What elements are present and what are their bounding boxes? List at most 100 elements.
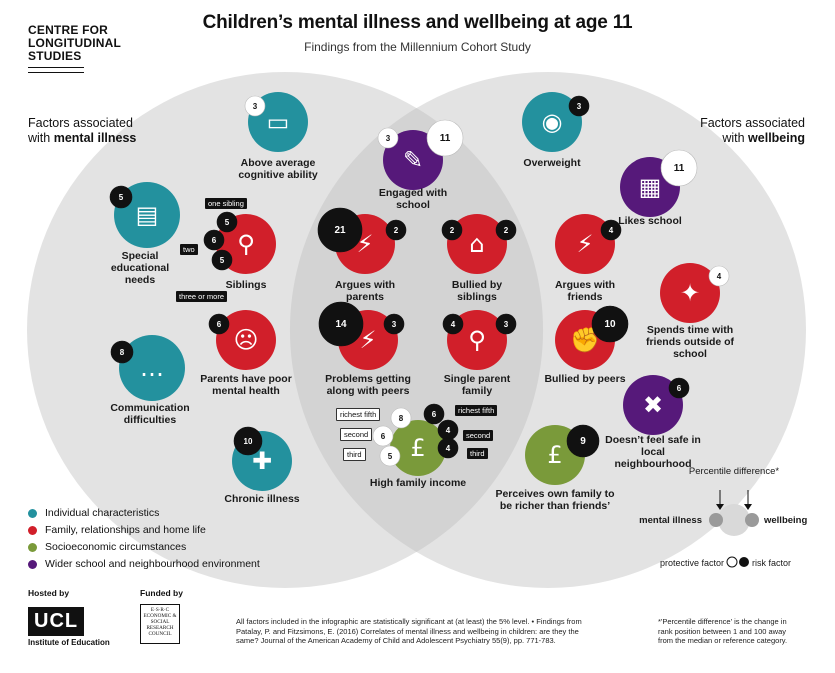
badge-value: 4: [446, 444, 451, 453]
percentile-note-line-3: from the median or reference category.: [658, 636, 788, 645]
risk-badge: [109, 185, 133, 209]
key-wellbeing: wellbeing: [764, 515, 808, 526]
risk-badge: [203, 229, 225, 251]
factor-above-average-cognitive-ability: ▭3: [244, 92, 308, 152]
risk-badge: [568, 95, 590, 117]
page-subtitle: Findings from the Millennium Cohort Stud…: [304, 40, 531, 54]
legend-dot-teal: [28, 508, 37, 518]
org-underline-1: [28, 67, 84, 68]
right-label-line-1: Factors associated: [700, 116, 805, 130]
argues-with-friends-label: Argues with friends: [554, 279, 616, 303]
percentile-note: *'Percentile difference' is the change i…: [658, 617, 828, 646]
badge-value: 3: [577, 102, 582, 111]
lightning-icon: ⚡: [360, 326, 377, 354]
badge-value: 11: [674, 163, 685, 174]
risk-badge: [233, 426, 263, 456]
desk-icon: ▤: [136, 201, 159, 229]
school-icon: ▦: [639, 173, 662, 201]
badge-value: 4: [717, 272, 722, 281]
factor-spends-time-with-friends: ✦4: [660, 263, 730, 323]
protective-badge: [372, 425, 394, 447]
factor-siblings: ⚲565: [203, 211, 276, 274]
badge-tag: three or more: [176, 291, 228, 302]
hosted-by-label: Hosted by: [28, 588, 70, 598]
risk-badge: [495, 313, 517, 335]
factor-communication-difficulties: …8: [110, 335, 185, 401]
badge-value: 14: [335, 319, 347, 330]
badge-tag: two: [180, 244, 198, 255]
factor-perceives-family-richer: £9: [525, 424, 600, 485]
left-label-bold: mental illness: [53, 131, 137, 145]
risk-badge: [208, 313, 230, 335]
percentile-key: [709, 490, 759, 568]
high-family-income-label: High family income: [369, 477, 467, 489]
problems-with-peers-label: Problems getting along with peers: [325, 373, 411, 397]
badge-value: 9: [580, 436, 586, 447]
ucl-logo: UCL: [28, 607, 85, 636]
argue-icon: ⚡: [577, 230, 594, 258]
badge-value: 5: [220, 256, 225, 265]
footnote: All factors included in the infographic …: [236, 617, 616, 646]
classroom-icon: ▭: [267, 108, 290, 136]
factor-chronic-illness: ✚10: [232, 426, 292, 491]
risk-badge: [318, 301, 364, 347]
person-icon: ◉: [542, 108, 563, 136]
org-underline-2: [28, 72, 84, 73]
badge-tag: second: [340, 428, 373, 441]
protective-badge: [377, 127, 399, 149]
esrc-logo: E·S·R·C ECONOMIC & SOCIAL RESEARCH COUNC…: [140, 604, 180, 644]
cls-logo: CENTRE FOR LONGITUDINAL STUDIES: [28, 24, 121, 73]
money-icon: £: [410, 434, 425, 462]
left-label-line-1: Factors associated: [28, 116, 133, 130]
ucl-sub-label: Institute of Education: [28, 638, 110, 647]
badge-value: 4: [609, 226, 614, 235]
badge-value: 3: [392, 320, 397, 329]
factor-argues-with-parents: ⚡21 2: [317, 207, 407, 274]
right-label-with: with: [722, 131, 749, 145]
house-icon: ⌂: [469, 230, 484, 258]
badge-tag: richest fifth: [455, 405, 498, 416]
bullied-by-peers-label: Bullied by peers: [544, 373, 626, 385]
factor-argues-with-friends: ⚡ 4: [555, 214, 622, 274]
badge-value: 2: [504, 226, 509, 235]
likes-school-label: Likes school: [618, 215, 682, 227]
badge-value: 10: [604, 319, 616, 330]
risk-badge: [423, 403, 445, 425]
factor-problems-with-peers: ⚡ 14 3: [318, 301, 405, 370]
badge-tag: one sibling: [205, 198, 247, 209]
protective-badge: [708, 265, 730, 287]
risk-badge: [211, 249, 233, 271]
factor-likes-school: ▦ 11: [620, 149, 698, 217]
org-line-2: LONGITUDINAL: [28, 36, 122, 50]
badge-value: 8: [399, 414, 404, 423]
key-mental-illness: mental illness: [639, 515, 702, 526]
badge-value: 8: [120, 348, 125, 357]
school-supplies-icon: ✎: [403, 146, 423, 174]
badge-value: 6: [432, 410, 437, 419]
badge-value: 2: [450, 226, 455, 235]
argues-with-parents-label: Argues with parents: [334, 279, 396, 303]
perceives-family-richer-label: Perceives own family to be richer than f…: [495, 488, 615, 512]
protective-badge: [379, 445, 401, 467]
badge-value: 5: [225, 218, 230, 227]
funded-by-label: Funded by: [140, 588, 183, 598]
chronic-illness-label: Chronic illness: [224, 493, 300, 505]
footnote-line-3: same? Journal of the American Academy of…: [236, 636, 556, 645]
single-parent-family-label: Single parent family: [443, 373, 511, 397]
badge-value: 6: [217, 320, 222, 329]
badge-tag: third: [343, 448, 366, 461]
badge-value: 4: [446, 426, 451, 435]
badge-tag: second: [463, 430, 494, 441]
factor-overweight: ◉3: [522, 92, 590, 152]
factor-single-parent-family: ⚲ 4 3: [442, 310, 517, 370]
right-label-bold: wellbeing: [748, 131, 805, 145]
protective-badge: [244, 95, 266, 117]
percentile-note-line-2: rank position between 1 and 100 away: [658, 626, 787, 636]
spends-time-with-friends-circle: [660, 263, 720, 323]
siblings-icon: ⚲: [237, 230, 255, 258]
argues-with-friends-circle: [555, 214, 615, 274]
risk-badge: [600, 219, 622, 241]
factor-special-educational-needs: ▤5: [109, 182, 180, 248]
doctor-icon: ✚: [252, 447, 272, 475]
